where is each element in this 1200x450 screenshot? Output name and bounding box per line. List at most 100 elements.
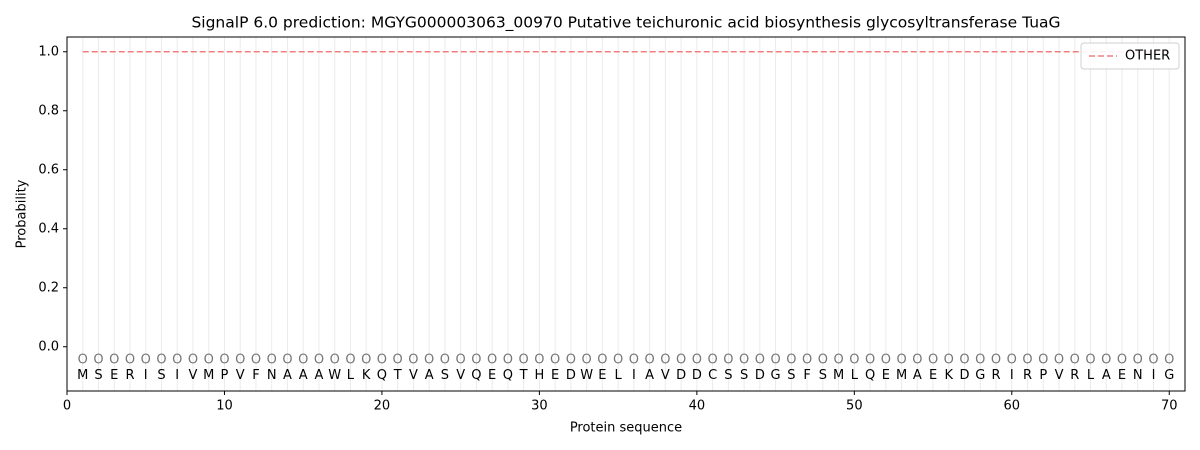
residue-label: S <box>819 368 827 383</box>
state-label: O <box>786 353 796 368</box>
state-label: O <box>519 353 529 368</box>
x-tick-label: 60 <box>1004 399 1021 414</box>
state-label: O <box>361 353 371 368</box>
state-label: O <box>345 353 355 368</box>
state-label: O <box>1101 353 1111 368</box>
x-axis-label: Protein sequence <box>570 421 682 436</box>
state-label: O <box>314 353 324 368</box>
state-label: O <box>723 353 733 368</box>
residue-label: R <box>1023 368 1032 383</box>
residue-label: G <box>1164 368 1174 383</box>
state-label: O <box>676 353 686 368</box>
residue-label: F <box>252 368 259 383</box>
state-label: O <box>330 353 340 368</box>
state-label: O <box>739 353 749 368</box>
state-label: O <box>141 353 151 368</box>
residue-label: E <box>551 368 559 383</box>
state-label: O <box>1007 353 1017 368</box>
state-label: O <box>928 353 938 368</box>
state-label: O <box>156 353 166 368</box>
residue-label: I <box>1010 368 1014 383</box>
state-label: O <box>125 353 135 368</box>
residue-label: T <box>519 368 528 383</box>
state-label: O <box>1022 353 1032 368</box>
state-label: O <box>534 353 544 368</box>
state-label: O <box>959 353 969 368</box>
x-tick-label: 20 <box>374 399 391 414</box>
residue-label: L <box>615 368 623 383</box>
residue-label: A <box>645 368 654 383</box>
state-label: O <box>865 353 875 368</box>
state-label: O <box>235 353 245 368</box>
residue-label: Q <box>377 368 387 383</box>
state-label: O <box>896 353 906 368</box>
state-label: O <box>881 353 891 368</box>
residue-label: V <box>189 368 198 383</box>
residue-label: D <box>566 368 576 383</box>
x-tick-label: 0 <box>63 399 71 414</box>
state-label: O <box>597 353 607 368</box>
state-label: O <box>818 353 828 368</box>
state-label: O <box>707 353 717 368</box>
y-tick-label: 0.2 <box>38 280 59 295</box>
residue-label: A <box>1102 368 1111 383</box>
state-label: O <box>833 353 843 368</box>
y-tick-label: 0.6 <box>38 162 59 177</box>
residue-label: E <box>1118 368 1126 383</box>
state-label: O <box>471 353 481 368</box>
residue-label: P <box>1039 368 1047 383</box>
residue-label: C <box>708 368 717 383</box>
residue-label: D <box>755 368 765 383</box>
state-label: O <box>1133 353 1143 368</box>
residue-label: W <box>580 368 593 383</box>
state-label: O <box>1148 353 1158 368</box>
residue-label: G <box>771 368 781 383</box>
legend-label: OTHER <box>1125 49 1170 64</box>
state-label: O <box>849 353 859 368</box>
residue-label: D <box>676 368 686 383</box>
state-label: O <box>1038 353 1048 368</box>
state-label: O <box>550 353 560 368</box>
residue-label: S <box>724 368 732 383</box>
residue-label: M <box>77 368 88 383</box>
state-label: O <box>267 353 277 368</box>
residue-label: P <box>221 368 229 383</box>
y-axis-label: Probability <box>15 179 30 248</box>
state-label: O <box>582 353 592 368</box>
y-tick-label: 0.8 <box>38 103 59 118</box>
residue-label: I <box>632 368 636 383</box>
state-label: O <box>991 353 1001 368</box>
state-label: O <box>487 353 497 368</box>
residue-label: G <box>975 368 985 383</box>
residue-label: M <box>203 368 214 383</box>
state-label: O <box>78 353 88 368</box>
residue-label: W <box>328 368 341 383</box>
state-label: O <box>660 353 670 368</box>
residue-label: R <box>1070 368 1079 383</box>
x-tick-label: 70 <box>1161 399 1178 414</box>
residue-label: Q <box>471 368 481 383</box>
residue-label: V <box>409 368 418 383</box>
legend-box <box>1080 42 1180 70</box>
state-label: O <box>802 353 812 368</box>
state-label: O <box>282 353 292 368</box>
residue-label: M <box>833 368 844 383</box>
chart-title: SignalP 6.0 prediction: MGYG000003063_00… <box>191 14 1060 33</box>
residue-label: S <box>157 368 165 383</box>
residue-label: E <box>929 368 937 383</box>
state-label: O <box>503 353 513 368</box>
residue-label: E <box>598 368 606 383</box>
state-label: O <box>456 353 466 368</box>
x-tick-label: 50 <box>846 399 863 414</box>
residue-label: R <box>992 368 1001 383</box>
residue-label: I <box>1152 368 1156 383</box>
y-tick-label: 1.0 <box>38 44 59 59</box>
residue-label: S <box>740 368 748 383</box>
residue-label: V <box>1055 368 1064 383</box>
state-label: O <box>251 353 261 368</box>
state-label: O <box>629 353 639 368</box>
state-label: O <box>912 353 922 368</box>
residue-label: N <box>267 368 277 383</box>
